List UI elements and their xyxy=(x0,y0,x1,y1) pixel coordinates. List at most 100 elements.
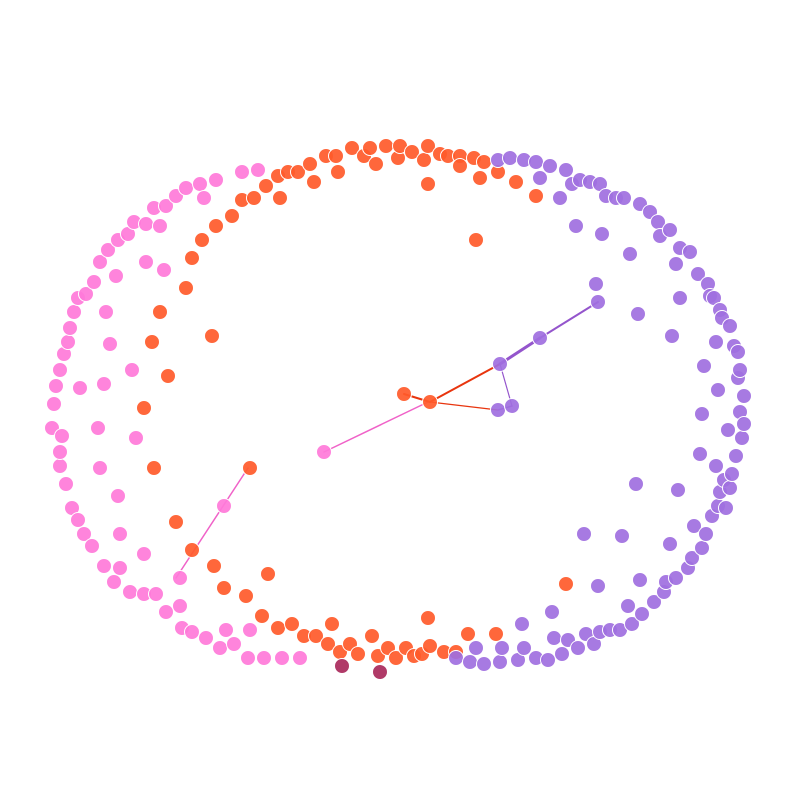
purple-node[interactable] xyxy=(708,334,724,350)
purple-node[interactable] xyxy=(690,266,706,282)
orange-node[interactable] xyxy=(422,638,438,654)
orange-node[interactable] xyxy=(330,164,346,180)
purple-node[interactable] xyxy=(620,598,636,614)
purple-node[interactable] xyxy=(662,536,678,552)
orange-node[interactable] xyxy=(224,208,240,224)
pink-node[interactable] xyxy=(292,650,308,666)
purple-node[interactable] xyxy=(590,578,606,594)
pink-node[interactable] xyxy=(86,274,102,290)
pink-node[interactable] xyxy=(60,334,76,350)
purple-node[interactable] xyxy=(728,448,744,464)
pink-node[interactable] xyxy=(256,650,272,666)
purple-node[interactable] xyxy=(532,330,548,346)
purple-node[interactable] xyxy=(692,446,708,462)
orange-node[interactable] xyxy=(476,154,492,170)
pink-node[interactable] xyxy=(172,570,188,586)
purple-node[interactable] xyxy=(668,256,684,272)
pink-node[interactable] xyxy=(138,216,154,232)
pink-node[interactable] xyxy=(184,624,200,640)
pink-node[interactable] xyxy=(108,268,124,284)
purple-node[interactable] xyxy=(544,604,560,620)
pink-node[interactable] xyxy=(198,630,214,646)
purple-node[interactable] xyxy=(698,526,714,542)
orange-node[interactable] xyxy=(388,650,404,666)
pink-node[interactable] xyxy=(216,498,232,514)
purple-node[interactable] xyxy=(682,244,698,260)
pink-node[interactable] xyxy=(212,640,228,656)
purple-node[interactable] xyxy=(684,550,700,566)
purple-node[interactable] xyxy=(514,616,530,632)
orange-node[interactable] xyxy=(558,576,574,592)
purple-node[interactable] xyxy=(546,630,562,646)
purple-node[interactable] xyxy=(502,150,518,166)
orange-node[interactable] xyxy=(420,176,436,192)
orange-node[interactable] xyxy=(422,394,438,410)
orange-node[interactable] xyxy=(378,138,394,154)
pink-node[interactable] xyxy=(48,378,64,394)
pink-node[interactable] xyxy=(156,262,172,278)
orange-node[interactable] xyxy=(184,250,200,266)
purple-node[interactable] xyxy=(708,458,724,474)
purple-node[interactable] xyxy=(552,190,568,206)
pink-node[interactable] xyxy=(158,604,174,620)
pink-node[interactable] xyxy=(124,362,140,378)
pink-node[interactable] xyxy=(52,458,68,474)
orange-node[interactable] xyxy=(364,628,380,644)
orange-node[interactable] xyxy=(362,140,378,156)
pink-node[interactable] xyxy=(52,444,68,460)
pink-node[interactable] xyxy=(102,336,118,352)
purple-node[interactable] xyxy=(622,246,638,262)
purple-node[interactable] xyxy=(468,640,484,656)
orange-node[interactable] xyxy=(136,400,152,416)
purple-node[interactable] xyxy=(614,528,630,544)
orange-node[interactable] xyxy=(152,304,168,320)
pink-node[interactable] xyxy=(72,380,88,396)
orange-node[interactable] xyxy=(416,152,432,168)
orange-node[interactable] xyxy=(272,190,288,206)
purple-node[interactable] xyxy=(696,358,712,374)
orange-node[interactable] xyxy=(160,368,176,384)
orange-node[interactable] xyxy=(460,626,476,642)
pink-node[interactable] xyxy=(136,546,152,562)
purple-node[interactable] xyxy=(736,416,752,432)
orange-node[interactable] xyxy=(194,232,210,248)
pink-node[interactable] xyxy=(316,444,332,460)
purple-node[interactable] xyxy=(570,640,586,656)
orange-node[interactable] xyxy=(168,514,184,530)
purple-node[interactable] xyxy=(694,406,710,422)
pink-node[interactable] xyxy=(192,176,208,192)
orange-node[interactable] xyxy=(508,174,524,190)
orange-node[interactable] xyxy=(290,164,306,180)
purple-node[interactable] xyxy=(490,402,506,418)
purple-node[interactable] xyxy=(664,328,680,344)
purple-node[interactable] xyxy=(662,222,678,238)
purple-node[interactable] xyxy=(476,656,492,672)
pink-node[interactable] xyxy=(178,180,194,196)
purple-node[interactable] xyxy=(694,540,710,556)
orange-node[interactable] xyxy=(270,620,286,636)
purple-node[interactable] xyxy=(686,518,702,534)
pink-node[interactable] xyxy=(100,242,116,258)
pink-node[interactable] xyxy=(106,574,122,590)
orange-node[interactable] xyxy=(246,190,262,206)
orange-node[interactable] xyxy=(528,188,544,204)
pink-node[interactable] xyxy=(112,560,128,576)
purple-node[interactable] xyxy=(492,356,508,372)
purple-node[interactable] xyxy=(668,570,684,586)
orange-node[interactable] xyxy=(320,636,336,652)
pink-node[interactable] xyxy=(90,420,106,436)
pink-node[interactable] xyxy=(70,512,86,528)
pink-node[interactable] xyxy=(76,526,92,542)
purple-node[interactable] xyxy=(720,422,736,438)
purple-node[interactable] xyxy=(722,318,738,334)
purple-node[interactable] xyxy=(630,306,646,322)
purple-node[interactable] xyxy=(722,480,738,496)
purple-node[interactable] xyxy=(710,382,726,398)
orange-node[interactable] xyxy=(420,610,436,626)
purple-node[interactable] xyxy=(528,154,544,170)
purple-node[interactable] xyxy=(672,290,688,306)
purple-node[interactable] xyxy=(594,226,610,242)
pink-node[interactable] xyxy=(242,622,258,638)
purple-node[interactable] xyxy=(670,482,686,498)
pink-node[interactable] xyxy=(84,538,100,554)
